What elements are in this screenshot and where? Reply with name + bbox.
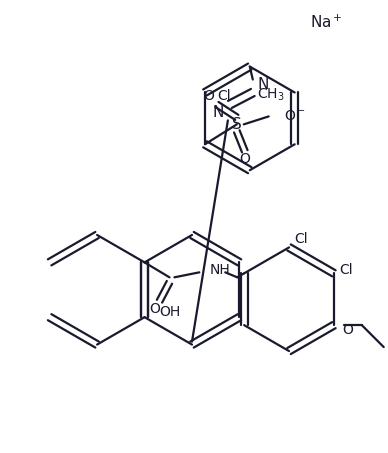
Text: Cl: Cl	[217, 89, 230, 103]
Text: Na$^+$: Na$^+$	[310, 14, 342, 31]
Text: O: O	[342, 323, 353, 337]
Text: O$^-$: O$^-$	[284, 109, 306, 123]
Text: OH: OH	[159, 305, 181, 319]
Text: NH: NH	[209, 263, 230, 277]
Text: N: N	[212, 105, 223, 120]
Text: N: N	[257, 77, 268, 92]
Text: O: O	[203, 89, 214, 103]
Text: CH$_3$: CH$_3$	[257, 86, 285, 103]
Text: O: O	[149, 302, 160, 316]
Text: O: O	[239, 152, 250, 166]
Text: Cl: Cl	[339, 263, 353, 277]
Text: S: S	[232, 117, 242, 132]
Text: Cl: Cl	[294, 232, 308, 246]
